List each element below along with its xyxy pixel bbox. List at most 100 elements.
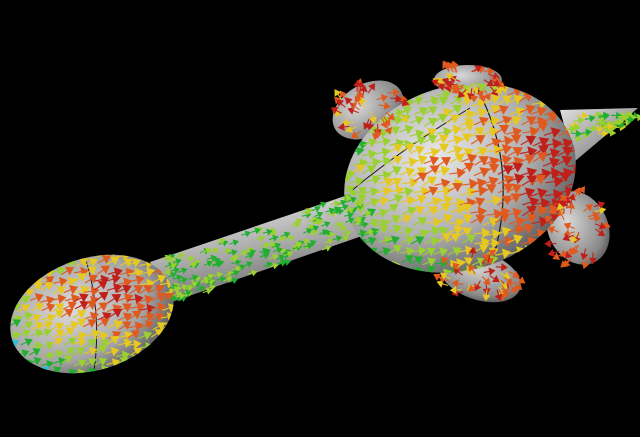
vector-arrow-glyph [126,258,142,268]
vector-arrow-glyph [550,203,558,215]
vector-arrow-glyph [495,226,512,237]
vector-arrow-glyph [595,228,606,237]
vector-arrow-glyph [375,270,390,280]
vector-arrow-glyph [168,295,178,302]
vector-arrow-glyph [571,134,583,143]
vector-arrow-glyph [374,208,389,218]
vector-arrow-glyph [140,267,156,278]
vector-arrow-glyph [84,338,97,348]
vector-arrow-glyph [8,267,21,276]
vector-arrow-glyph [439,272,451,280]
vector-arrow-glyph [483,238,501,249]
vector-arrow-glyph [353,199,364,207]
vector-arrow-glyph [433,134,449,144]
vector-arrow-glyph [31,322,44,331]
vector-arrow-glyph [173,313,187,322]
vector-arrow-glyph [268,262,279,270]
vector-arrow-glyph [458,96,473,106]
vector-arrow-glyph [499,280,508,290]
vector-arrow-glyph [436,203,451,213]
vector-arrow-glyph [74,293,89,303]
vector-arrow-glyph [490,79,501,87]
vector-arrow-glyph [531,77,548,88]
vector-arrow-glyph [72,309,87,319]
vector-arrow-glyph [269,254,279,261]
vector-arrow-glyph [41,341,55,350]
vector-arrow-glyph [468,264,476,275]
vector-arrow-glyph [106,283,123,294]
vector-arrow-glyph [221,248,232,255]
vector-arrow-glyph [483,89,491,101]
vector-arrow-glyph [302,207,313,215]
vector-arrow-glyph [594,206,607,215]
vector-arrow-glyph [376,186,392,197]
vector-arrow-glyph [554,78,572,90]
vector-arrow-glyph [543,113,558,124]
vector-arrow-glyph [520,86,536,96]
vector-arrow-glyph [560,249,571,257]
vector-arrow-glyph [7,250,19,259]
vector-arrow-glyph [387,166,402,176]
vector-arrow-glyph [388,144,403,153]
vector-arrow-glyph [507,173,525,185]
vector-arrow-glyph [544,239,557,248]
vector-arrow-glyph [321,221,331,228]
vector-arrow-glyph [50,349,64,359]
vector-arrow-glyph [434,165,451,176]
vector-arrow-glyph [127,293,144,305]
vector-arrow-glyph [73,318,86,328]
vector-arrow-glyph [83,301,97,311]
arrow-field-lobes [330,60,611,302]
vector-arrow-glyph [341,265,355,275]
vector-arrow-glyph [184,255,195,262]
vector-arrow-glyph [263,261,273,269]
vector-arrow-glyph [507,234,523,245]
vector-arrow-glyph [171,331,184,339]
vector-arrow-glyph [353,268,366,277]
vector-arrow-glyph [84,274,98,284]
vector-arrow-glyph [29,293,44,303]
vector-arrow-glyph [470,214,486,225]
vector-arrow-glyph [423,186,439,196]
vector-arrow-glyph [542,75,560,87]
vector-arrow-glyph [97,312,112,322]
vector-arrow-glyph [108,319,124,330]
vector-arrow-glyph [365,255,378,264]
vector-arrow-glyph [106,358,121,368]
vector-arrow-glyph [471,65,482,73]
vector-arrow-glyph [507,147,523,157]
vector-arrow-glyph [308,229,318,237]
vector-arrow-glyph [433,114,448,123]
vector-arrow-glyph [94,331,109,341]
vector-arrow-glyph [529,87,545,97]
vector-arrow-glyph [52,256,67,266]
vector-arrow-glyph [457,227,472,237]
vector-arrow-glyph [17,304,31,313]
vector-arrow-glyph [325,231,336,239]
vector-arrow-glyph [317,201,327,209]
vector-arrow-glyph [612,118,625,126]
vector-arrow-glyph [170,285,181,293]
vector-arrow-glyph [262,228,273,236]
vector-arrow-glyph [151,292,166,302]
vector-arrow-glyph [321,245,332,252]
vector-arrow-glyph [96,318,110,327]
vector-arrow-glyph [148,246,161,255]
vector-arrow-glyph [437,213,453,224]
vector-arrow-glyph [531,246,548,258]
vector-arrow-glyph [580,248,589,261]
vector-arrow-glyph [83,286,100,297]
vector-arrow-glyph [567,84,583,95]
vector-arrow-glyph [203,260,213,268]
vector-arrow-glyph [474,280,482,292]
vector-arrow-glyph [86,329,101,339]
vector-arrow-glyph [82,319,97,328]
vector-arrow-glyph [19,367,32,376]
vector-arrow-glyph [63,248,78,258]
vector-arrow-glyph [94,345,108,354]
vector-arrow-glyph [358,221,369,229]
vector-arrow-glyph [280,231,291,239]
vector-arrow-glyph [410,205,425,215]
vector-arrow-glyph [361,149,377,160]
vector-arrow-glyph [283,250,294,258]
